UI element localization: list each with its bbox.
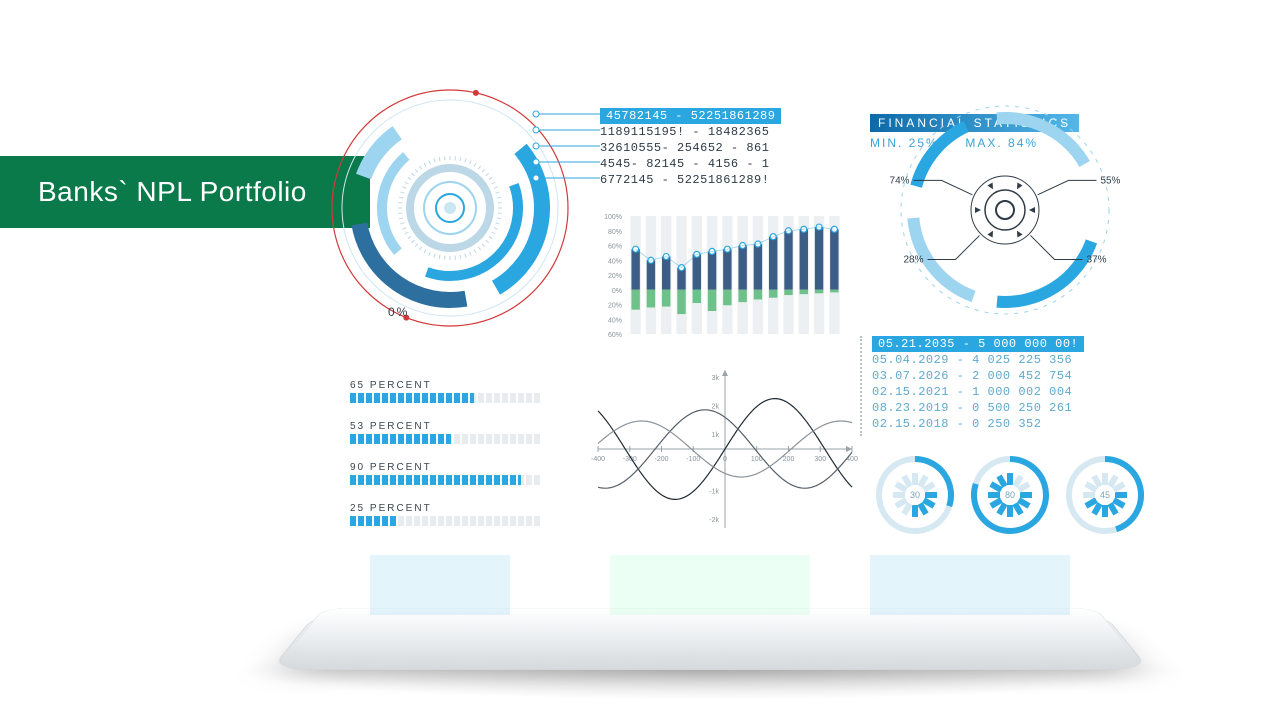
svg-text:-100: -100 — [686, 456, 700, 463]
svg-text:-2k: -2k — [709, 517, 719, 524]
percent-bars: 65 PERCENT 53 PERCENT 90 PERCENT 25 PERC… — [350, 380, 550, 544]
svg-text:300: 300 — [814, 456, 826, 463]
svg-text:200: 200 — [783, 456, 795, 463]
svg-text:30: 30 — [910, 490, 920, 500]
svg-text:45: 45 — [1100, 490, 1110, 500]
svg-text:0%: 0% — [388, 305, 409, 319]
svg-text:28%: 28% — [903, 254, 923, 265]
svg-text:2k: 2k — [712, 403, 720, 410]
svg-text:3k: 3k — [712, 375, 720, 382]
svg-text:80%: 80% — [608, 229, 622, 236]
svg-text:20%: 20% — [608, 273, 622, 280]
dashboard-infographic: { "banner": { "text": "Banks` NPL Portfo… — [0, 0, 1280, 720]
data-b-line: 03.07.2026 - 2 000 452 754 — [872, 368, 1084, 384]
svg-text:1k: 1k — [712, 432, 720, 439]
svg-text:0: 0 — [723, 456, 727, 463]
svg-text:-1k: -1k — [709, 489, 719, 496]
data-a-line: 32610555- 254652 - 861 — [600, 140, 781, 156]
reflections — [350, 545, 1130, 625]
title-text: Banks` NPL Portfolio — [38, 176, 307, 208]
data-b-line: 05.04.2029 - 4 025 225 356 — [872, 352, 1084, 368]
percent-bar-label: 53 PERCENT — [350, 421, 550, 432]
data-a-line: 1189115195! - 18482365 — [600, 124, 781, 140]
data-a-line: 4545- 82145 - 4156 - 1 — [600, 156, 781, 172]
data-block-a: 45782145 - 52251861289 1189115195! - 184… — [600, 108, 781, 188]
svg-text:74%: 74% — [890, 175, 910, 186]
data-a-line: 6772145 - 52251861289! — [600, 172, 781, 188]
svg-text:-200: -200 — [654, 456, 668, 463]
percent-bar-label: 65 PERCENT — [350, 380, 550, 391]
svg-text:60%: 60% — [608, 244, 622, 251]
svg-text:20%: 20% — [608, 303, 622, 310]
svg-text:40%: 40% — [608, 258, 622, 265]
percent-bar: 25 PERCENT — [350, 503, 550, 526]
percent-bar: 65 PERCENT — [350, 380, 550, 403]
data-b-line: 02.15.2021 - 1 000 002 004 — [872, 384, 1084, 400]
financial-stats-dial: 28% 37% 74% 55% — [855, 90, 1155, 320]
data-b-header: 05.21.2035 - 5 000 000 00! — [872, 336, 1084, 352]
svg-text:40%: 40% — [608, 317, 622, 324]
svg-text:100%: 100% — [604, 214, 622, 221]
sine-chart: -400-300-200-10001002003004003k2k1k-1k-2… — [560, 360, 860, 540]
percent-bar-label: 25 PERCENT — [350, 503, 550, 514]
data-block-b: 05.21.2035 - 5 000 000 00! 05.04.2029 - … — [872, 336, 1084, 432]
data-b-line: 02.15.2018 - 0 250 352 — [872, 416, 1084, 432]
bar-chart: 100% 80% 60% 40% 20% 0% 20% 40% 60% — [598, 210, 848, 340]
percent-bar: 53 PERCENT — [350, 421, 550, 444]
svg-text:-400: -400 — [591, 456, 605, 463]
svg-text:80: 80 — [1005, 490, 1015, 500]
mini-dials: 30 80 45 — [870, 450, 1150, 540]
svg-text:55%: 55% — [1100, 175, 1120, 186]
data-b-line: 08.23.2019 - 0 500 250 261 — [872, 400, 1084, 416]
svg-text:37%: 37% — [1086, 254, 1106, 265]
svg-text:60%: 60% — [608, 332, 622, 339]
percent-bar-label: 90 PERCENT — [350, 462, 550, 473]
data-a-header: 45782145 - 52251861289 — [600, 108, 781, 124]
percent-bar: 90 PERCENT — [350, 462, 550, 485]
svg-text:0%: 0% — [612, 288, 622, 295]
